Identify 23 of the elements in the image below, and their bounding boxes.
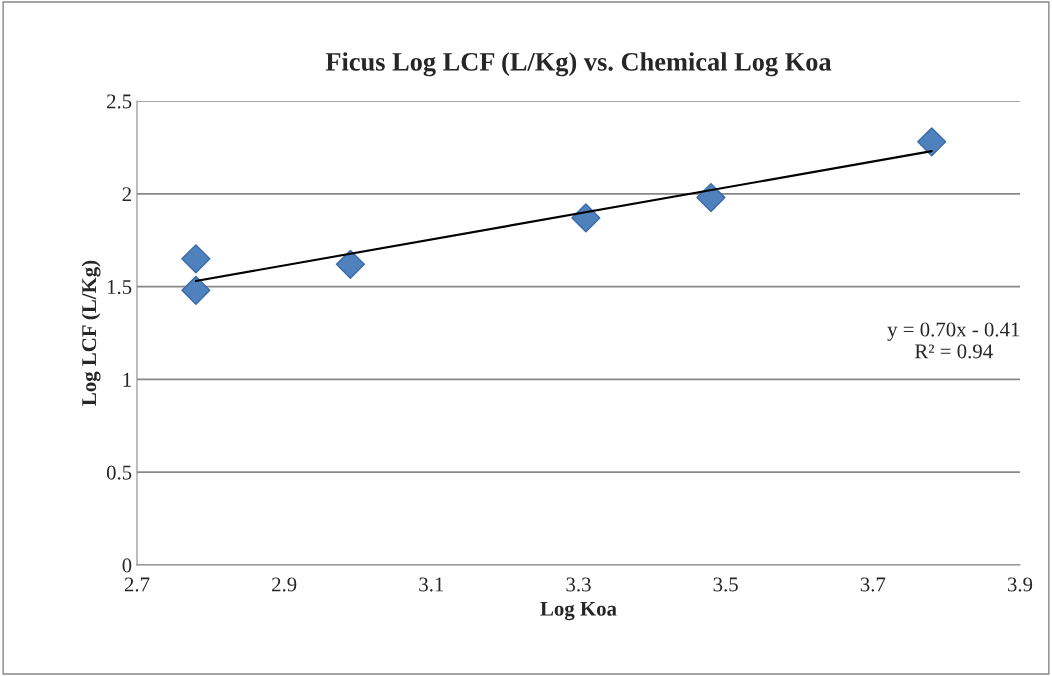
x-tick-label: 3.1: [419, 577, 444, 592]
point: [181, 275, 211, 305]
y-tick-label: 0: [122, 558, 132, 573]
y-tick-label: 2.5: [107, 94, 132, 109]
point: [571, 203, 601, 233]
y-tick-label: 2: [122, 187, 131, 202]
x-tick-label: 3.7: [860, 577, 886, 592]
x-tick-label: 2.7: [124, 577, 150, 592]
x-tick-label: 3.3: [566, 577, 591, 592]
point: [917, 127, 947, 157]
x-tick-label: 2.9: [272, 577, 297, 592]
annotation: y = 0.70x - 0.41 R² = 0.94: [887, 322, 1020, 359]
x-tick-label: 3.5: [713, 577, 738, 592]
x-axis-title: Log Koa: [540, 601, 617, 621]
point: [696, 182, 726, 213]
chart-title: Ficus Log LCF (L/Kg) vs. Chemical Log Koa: [325, 52, 832, 77]
point: [181, 244, 211, 274]
x-tick-label: 3.9: [1007, 577, 1033, 592]
y-tick-label: 1.5: [107, 280, 132, 295]
y-tick-label: 1: [123, 372, 131, 387]
y-axis-title: Log LCF (L/Kg): [81, 260, 101, 406]
y-tick-label: 0.5: [106, 465, 132, 480]
point: [335, 249, 365, 279]
